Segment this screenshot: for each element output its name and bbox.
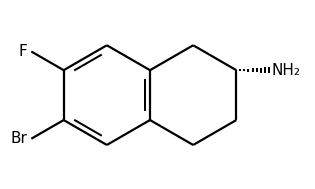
Text: Br: Br [10,131,27,146]
Text: NH₂: NH₂ [272,63,301,78]
Text: F: F [19,44,27,59]
